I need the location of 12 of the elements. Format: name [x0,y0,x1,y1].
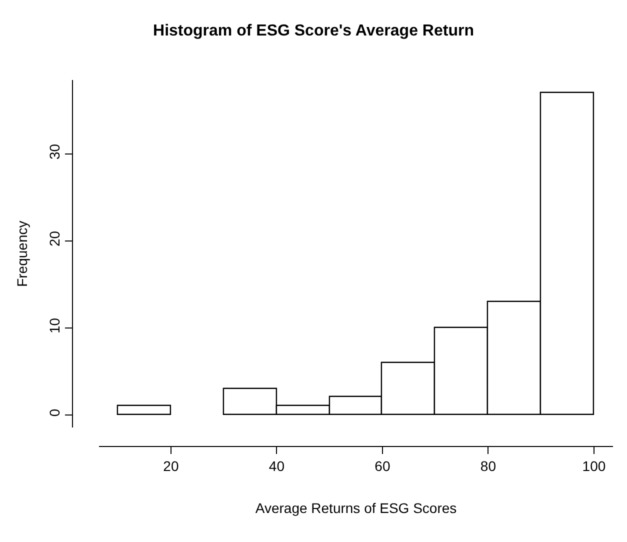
y-tick-label: 0 [46,408,62,417]
x-tick-label: 20 [163,458,179,474]
x-tick-label: 60 [374,458,390,474]
x-axis-title: Average Returns of ESG Scores [255,500,457,516]
y-tick-label: 10 [46,318,62,334]
y-tick-label: 30 [46,144,62,160]
x-tick-label: 100 [582,458,606,474]
x-tick-label: 40 [268,458,285,474]
x-tick-label: 80 [480,458,496,474]
y-tick-label: 20 [46,230,62,246]
chart-title: Histogram of ESG Score's Average Return [153,22,474,40]
y-axis-title: Frequency [14,220,30,287]
